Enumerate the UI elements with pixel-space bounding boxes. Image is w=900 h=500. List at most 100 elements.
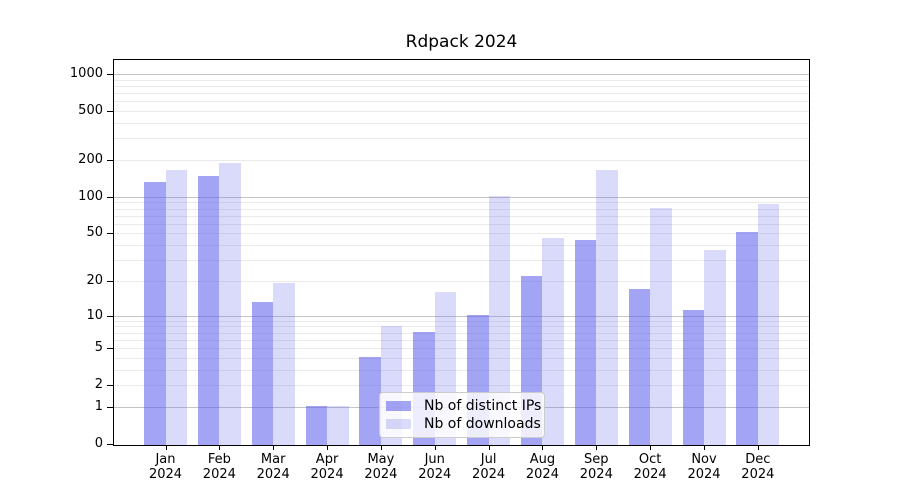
bar-distinct-ips <box>305 406 328 445</box>
y-axis-tick <box>107 160 113 162</box>
x-axis-tick <box>757 446 759 450</box>
x-axis-tick-label: Aug 2024 <box>526 452 559 482</box>
y-axis-tick-label: 500 <box>78 103 103 119</box>
x-axis-tick <box>273 446 275 450</box>
legend-label: Nb of downloads <box>424 416 541 432</box>
bar-distinct-ips <box>359 357 381 445</box>
bar-downloads <box>488 196 511 445</box>
minor-gridline <box>114 245 809 247</box>
month-label: May <box>367 452 395 467</box>
minor-gridline <box>114 233 809 235</box>
minor-gridline <box>114 369 809 371</box>
y-axis-tick <box>107 348 113 350</box>
month-label: Jun <box>424 452 445 467</box>
x-axis-tick-label: Jun 2024 <box>418 452 451 482</box>
x-axis-tick-label: Feb 2024 <box>203 452 236 482</box>
legend-row: Nb of downloads <box>386 415 541 433</box>
year-label: 2024 <box>525 467 559 482</box>
minor-gridline <box>114 223 809 225</box>
year-label: 2024 <box>310 467 344 482</box>
y-axis-tick <box>107 233 113 235</box>
minor-gridline <box>114 160 809 162</box>
x-axis-tick <box>542 446 544 450</box>
y-axis-tick-label: 2 <box>94 377 103 393</box>
x-axis-tick <box>327 446 329 450</box>
bar-distinct-ips <box>251 302 274 445</box>
minor-gridline <box>114 215 809 217</box>
y-axis-tick <box>107 111 113 113</box>
y-axis-tick-label: 1000 <box>69 66 103 82</box>
x-axis-tick-label: Jul 2024 <box>472 452 505 482</box>
year-label: 2024 <box>579 467 613 482</box>
minor-gridline <box>114 111 809 113</box>
y-axis-tick <box>107 385 113 387</box>
minor-gridline <box>114 385 809 387</box>
x-axis-tick-label: May 2024 <box>364 452 397 482</box>
month-label: Apr <box>315 452 339 467</box>
month-label: Dec <box>745 452 771 467</box>
minor-gridline <box>114 320 809 322</box>
bar-distinct-ips <box>574 239 597 445</box>
minor-gridline <box>114 123 809 125</box>
bar-downloads <box>219 162 241 445</box>
y-axis-tick-label: 50 <box>86 225 103 241</box>
minor-gridline <box>114 93 809 95</box>
y-axis-tick-label: 100 <box>78 188 103 204</box>
month-label: Sep <box>584 452 609 467</box>
x-axis-tick <box>219 446 221 450</box>
y-axis-tick <box>107 444 113 445</box>
month-label: Jan <box>155 452 176 467</box>
bar-distinct-ips <box>144 181 166 445</box>
month-label: Nov <box>691 452 717 467</box>
x-axis-tick-label: Mar 2024 <box>257 452 290 482</box>
legend-swatch <box>386 401 411 411</box>
minor-gridline <box>114 280 809 282</box>
bar-downloads <box>327 406 349 445</box>
y-axis-tick-label: 10 <box>86 307 103 323</box>
x-axis-tick-label: Apr 2024 <box>311 452 344 482</box>
minor-gridline <box>114 101 809 103</box>
bar-distinct-ips <box>628 288 651 445</box>
y-axis-tick <box>107 315 113 317</box>
minor-gridline <box>114 326 809 328</box>
minor-gridline <box>114 138 809 140</box>
legend-label: Nb of distinct IPs <box>424 398 542 414</box>
bar-downloads <box>757 203 780 445</box>
y-axis-tick <box>107 280 113 282</box>
y-axis-tick-label: 5 <box>94 340 103 356</box>
bar-downloads <box>273 283 295 445</box>
minor-gridline <box>114 332 809 334</box>
year-label: 2024 <box>472 467 506 482</box>
minor-gridline <box>114 260 809 262</box>
x-axis-tick-label: Nov 2024 <box>687 452 720 482</box>
minor-gridline <box>114 79 809 81</box>
major-gridline <box>114 74 809 76</box>
x-axis-tick <box>165 446 167 450</box>
y-axis-tick <box>107 406 113 408</box>
legend-row: Nb of distinct IPs <box>386 397 542 415</box>
major-gridline <box>114 315 809 317</box>
x-axis-tick <box>488 446 490 450</box>
y-axis-tick-label: 0 <box>94 436 103 451</box>
year-label: 2024 <box>741 467 775 482</box>
y-axis-tick-label: 200 <box>78 152 103 168</box>
chart-title: Rdpack 2024 <box>405 32 518 52</box>
minor-gridline <box>114 85 809 87</box>
legend-swatch <box>386 419 411 429</box>
bar-distinct-ips <box>682 310 704 445</box>
year-label: 2024 <box>633 467 667 482</box>
minor-gridline <box>114 339 809 341</box>
year-label: 2024 <box>148 467 183 482</box>
month-label: Feb <box>207 452 231 467</box>
x-axis-tick-label: Oct 2024 <box>634 452 667 482</box>
minor-gridline <box>114 357 809 359</box>
bar-downloads <box>704 250 726 445</box>
minor-gridline <box>114 202 809 204</box>
bar-distinct-ips <box>197 175 220 445</box>
x-axis-tick-label: Jan 2024 <box>149 452 182 482</box>
x-axis-tick <box>650 446 652 450</box>
minor-gridline <box>114 348 809 350</box>
bar-downloads <box>165 170 187 445</box>
bar-downloads <box>650 208 672 445</box>
